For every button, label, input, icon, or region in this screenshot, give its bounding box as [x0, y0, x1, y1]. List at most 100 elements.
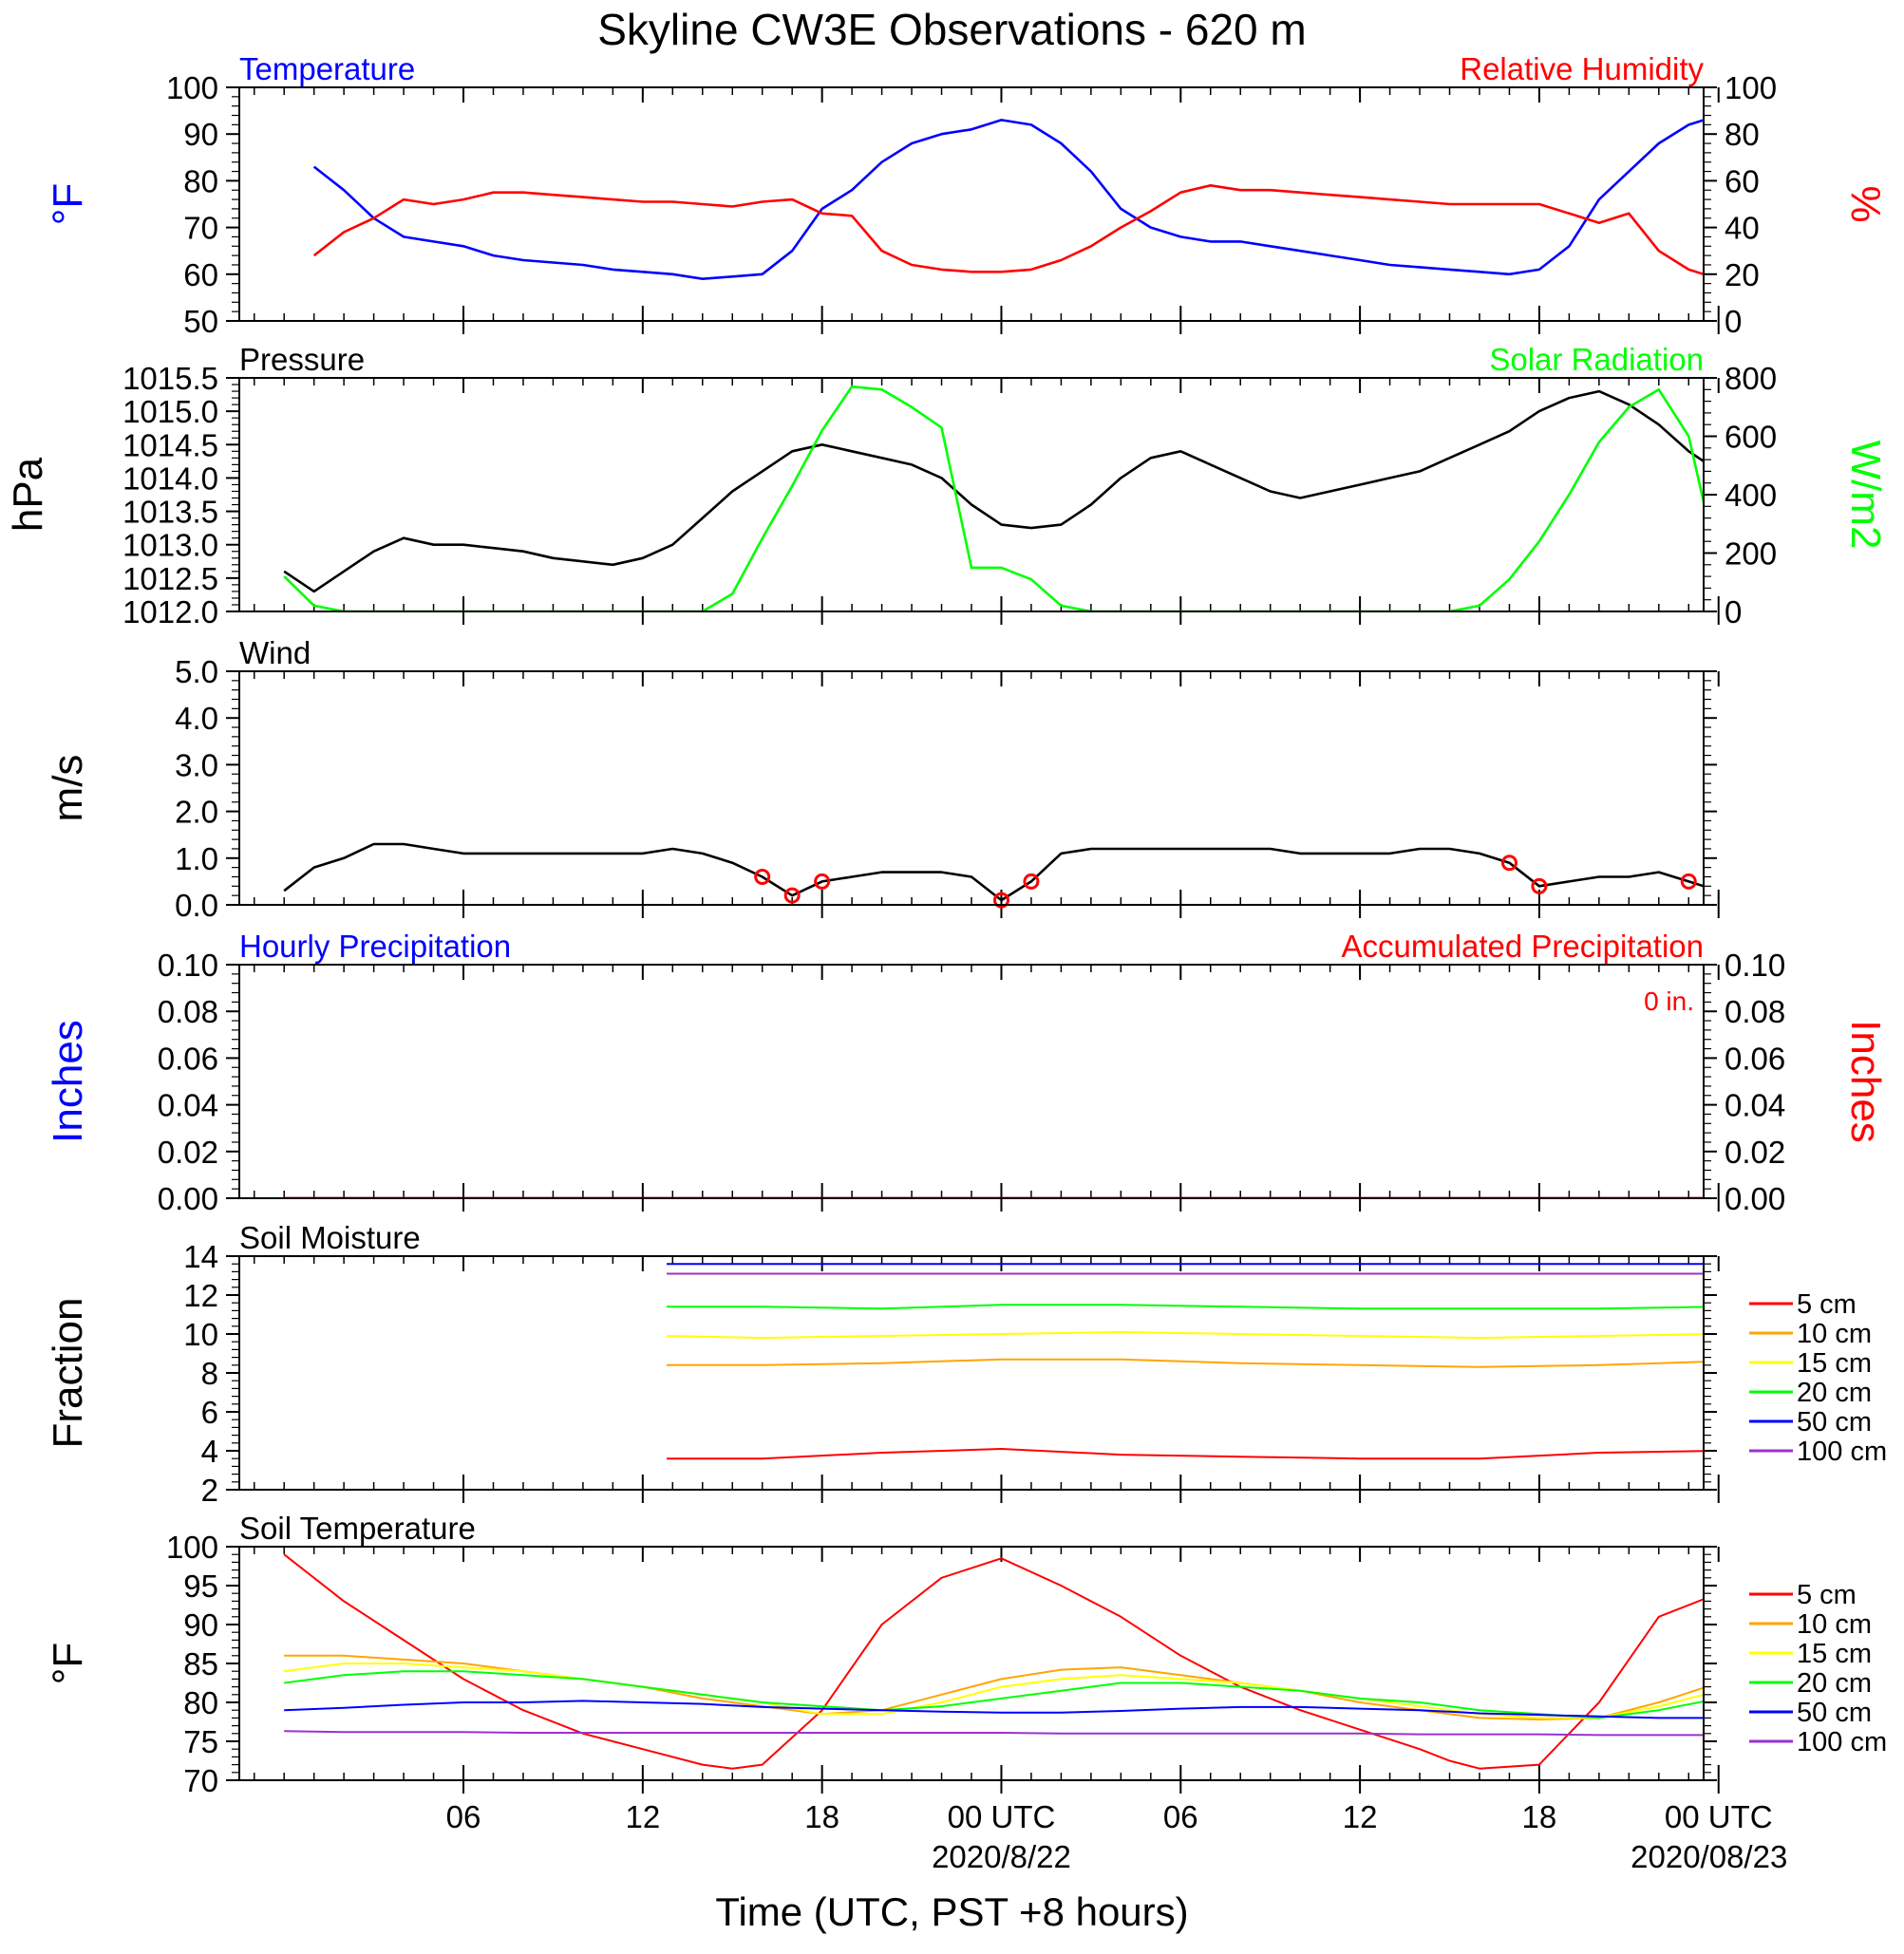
chart-title: Skyline CW3E Observations - 620 m	[597, 5, 1307, 54]
soil-moisture-legend-label: 5 cm	[1797, 1289, 1857, 1320]
temperature-humidity-series-0	[312, 119, 1704, 281]
temperature-humidity-ytick-left: 100	[166, 70, 218, 105]
temperature-humidity-ylabel-right: %	[1842, 185, 1889, 222]
precipitation-title-left: Hourly Precipitation	[239, 929, 511, 964]
pressure-solar-title-right: Solar Radiation	[1489, 342, 1704, 377]
soil-temperature-legend-label: 15 cm	[1797, 1639, 1872, 1669]
soil-temperature-legend-label: 5 cm	[1797, 1580, 1857, 1610]
temperature-humidity-ytick-right: 40	[1725, 211, 1760, 246]
wind-calm-marker	[1680, 873, 1697, 890]
soil-moisture-legend-label: 100 cm	[1797, 1437, 1887, 1467]
soil-temperature-ytick-left: 95	[183, 1569, 218, 1604]
soil-temperature-ytick-left: 80	[183, 1685, 218, 1720]
wind-title-left: Wind	[239, 635, 311, 670]
soil-moisture-ytick-left: 10	[183, 1317, 218, 1352]
pressure-solar-ytick-left: 1014.0	[123, 460, 218, 496]
soil-temperature-frame	[238, 1546, 1705, 1781]
soil-moisture-legend-label: 50 cm	[1797, 1407, 1872, 1437]
pressure-solar-ytick-left: 1012.5	[123, 561, 218, 596]
wind-calm-marker	[814, 873, 831, 890]
pressure-solar-ylabel-right: W/m2	[1842, 441, 1889, 550]
precipitation-ytick-right: 0.06	[1725, 1041, 1785, 1076]
wind-ytick-left: 3.0	[175, 747, 218, 782]
temperature-humidity-title-right: Relative Humidity	[1460, 51, 1704, 86]
soil-moisture-ylabel-left: Fraction	[45, 1298, 91, 1449]
soil-temperature-panel	[226, 1546, 1793, 1794]
temperature-humidity-ytick-right: 80	[1725, 117, 1760, 152]
soil-temperature-series-3	[284, 1670, 1704, 1719]
x-tick-label: 00 UTC	[948, 1799, 1056, 1834]
temperature-humidity-series-1	[312, 184, 1704, 276]
precipitation-ytick-right: 0.08	[1725, 994, 1785, 1029]
pressure-solar-frame	[238, 377, 1705, 612]
soil-temperature-series-0	[283, 1553, 1704, 1770]
pressure-solar-ytick-left: 1015.5	[123, 361, 218, 396]
wind-series-0	[283, 842, 1704, 902]
soil-temperature-ytick-left: 90	[183, 1607, 218, 1643]
x-tick-label: 18	[804, 1799, 839, 1834]
soil-moisture-legend-label: 10 cm	[1797, 1319, 1872, 1349]
precipitation-ytick-left: 0.10	[158, 948, 218, 983]
precipitation-ytick-right: 0.10	[1725, 948, 1785, 983]
pressure-solar-ytick-left: 1013.0	[123, 528, 218, 563]
soil-moisture-legend-label: 20 cm	[1797, 1378, 1872, 1408]
precipitation-title-right: Accumulated Precipitation	[1341, 929, 1704, 964]
precipitation-panel	[226, 964, 1720, 1212]
wind-ytick-left: 5.0	[175, 654, 218, 689]
precipitation-ylabel-right: Inches	[1842, 1020, 1889, 1143]
soil-temperature-series-4	[284, 1700, 1704, 1719]
precipitation-ytick-left: 0.06	[158, 1041, 218, 1076]
soil-temperature-ylabel-left: °F	[45, 1643, 91, 1684]
precipitation-ytick-left: 0.02	[158, 1135, 218, 1170]
temperature-humidity-ylabel-left: °F	[45, 183, 91, 225]
temperature-humidity-ytick-right: 60	[1725, 163, 1760, 198]
x-axis-title: Time (UTC, PST +8 hours)	[715, 1889, 1189, 1934]
precipitation-ytick-right: 0.04	[1725, 1088, 1785, 1123]
soil-moisture-ytick-left: 4	[201, 1434, 218, 1469]
pressure-solar-ytick-right: 200	[1725, 536, 1777, 572]
soil-temperature-ytick-left: 75	[183, 1724, 218, 1759]
precipitation-annotation: 0 in.	[1644, 986, 1694, 1016]
temperature-humidity-ytick-left: 60	[183, 257, 218, 292]
x-tick-label: 00 UTC	[1665, 1799, 1773, 1834]
soil-moisture-panel	[226, 1255, 1793, 1503]
temperature-humidity-frame	[238, 86, 1705, 322]
wind-ytick-left: 0.0	[175, 888, 218, 923]
x-tick-label: 06	[1163, 1799, 1198, 1834]
soil-temperature-ytick-left: 70	[183, 1763, 218, 1798]
precipitation-ytick-left: 0.00	[158, 1181, 218, 1216]
pressure-solar-ytick-right: 400	[1725, 478, 1777, 513]
pressure-solar-ylabel-left: hPa	[5, 457, 51, 532]
pressure-solar-ytick-left: 1015.0	[123, 394, 218, 429]
wind-calm-marker	[1531, 877, 1548, 894]
soil-temperature-series-2	[284, 1663, 1704, 1719]
precipitation-frame	[238, 964, 1705, 1199]
temperature-humidity-panel	[226, 86, 1720, 334]
temperature-humidity-ytick-left: 90	[183, 117, 218, 152]
soil-moisture-series-1	[667, 1358, 1704, 1368]
soil-moisture-series-0	[667, 1448, 1704, 1460]
precipitation-ytick-right: 0.02	[1725, 1135, 1785, 1170]
soil-moisture-title-left: Soil Moisture	[239, 1220, 421, 1255]
precipitation-ytick-right: 0.00	[1725, 1181, 1785, 1216]
soil-temperature-title-left: Soil Temperature	[239, 1511, 476, 1546]
wind-ytick-left: 4.0	[175, 701, 218, 736]
temperature-humidity-ytick-left: 70	[183, 211, 218, 246]
pressure-solar-ytick-left: 1013.5	[123, 495, 218, 530]
temperature-humidity-ytick-right: 20	[1725, 257, 1760, 292]
soil-temperature-ytick-left: 100	[166, 1530, 218, 1565]
temperature-humidity-title-left: Temperature	[239, 51, 415, 86]
precipitation-ytick-left: 0.08	[158, 994, 218, 1029]
soil-moisture-ytick-left: 12	[183, 1278, 218, 1313]
wind-panel	[226, 670, 1720, 918]
x-date-label: 2020/08/23	[1631, 1839, 1787, 1874]
soil-moisture-series-2	[666, 1331, 1704, 1340]
soil-temperature-legend-label: 50 cm	[1797, 1698, 1872, 1728]
pressure-solar-series-1	[283, 385, 1704, 611]
wind-calm-marker	[1023, 873, 1040, 890]
wind-calm-marker	[1500, 855, 1518, 872]
pressure-solar-ytick-right: 600	[1725, 420, 1777, 455]
temperature-humidity-ytick-left: 50	[183, 304, 218, 339]
soil-temperature-legend-label: 10 cm	[1797, 1609, 1872, 1640]
